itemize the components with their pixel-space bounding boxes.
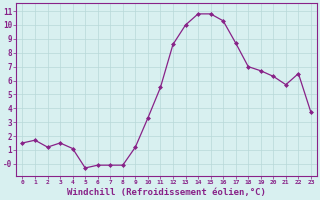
X-axis label: Windchill (Refroidissement éolien,°C): Windchill (Refroidissement éolien,°C) (67, 188, 266, 197)
